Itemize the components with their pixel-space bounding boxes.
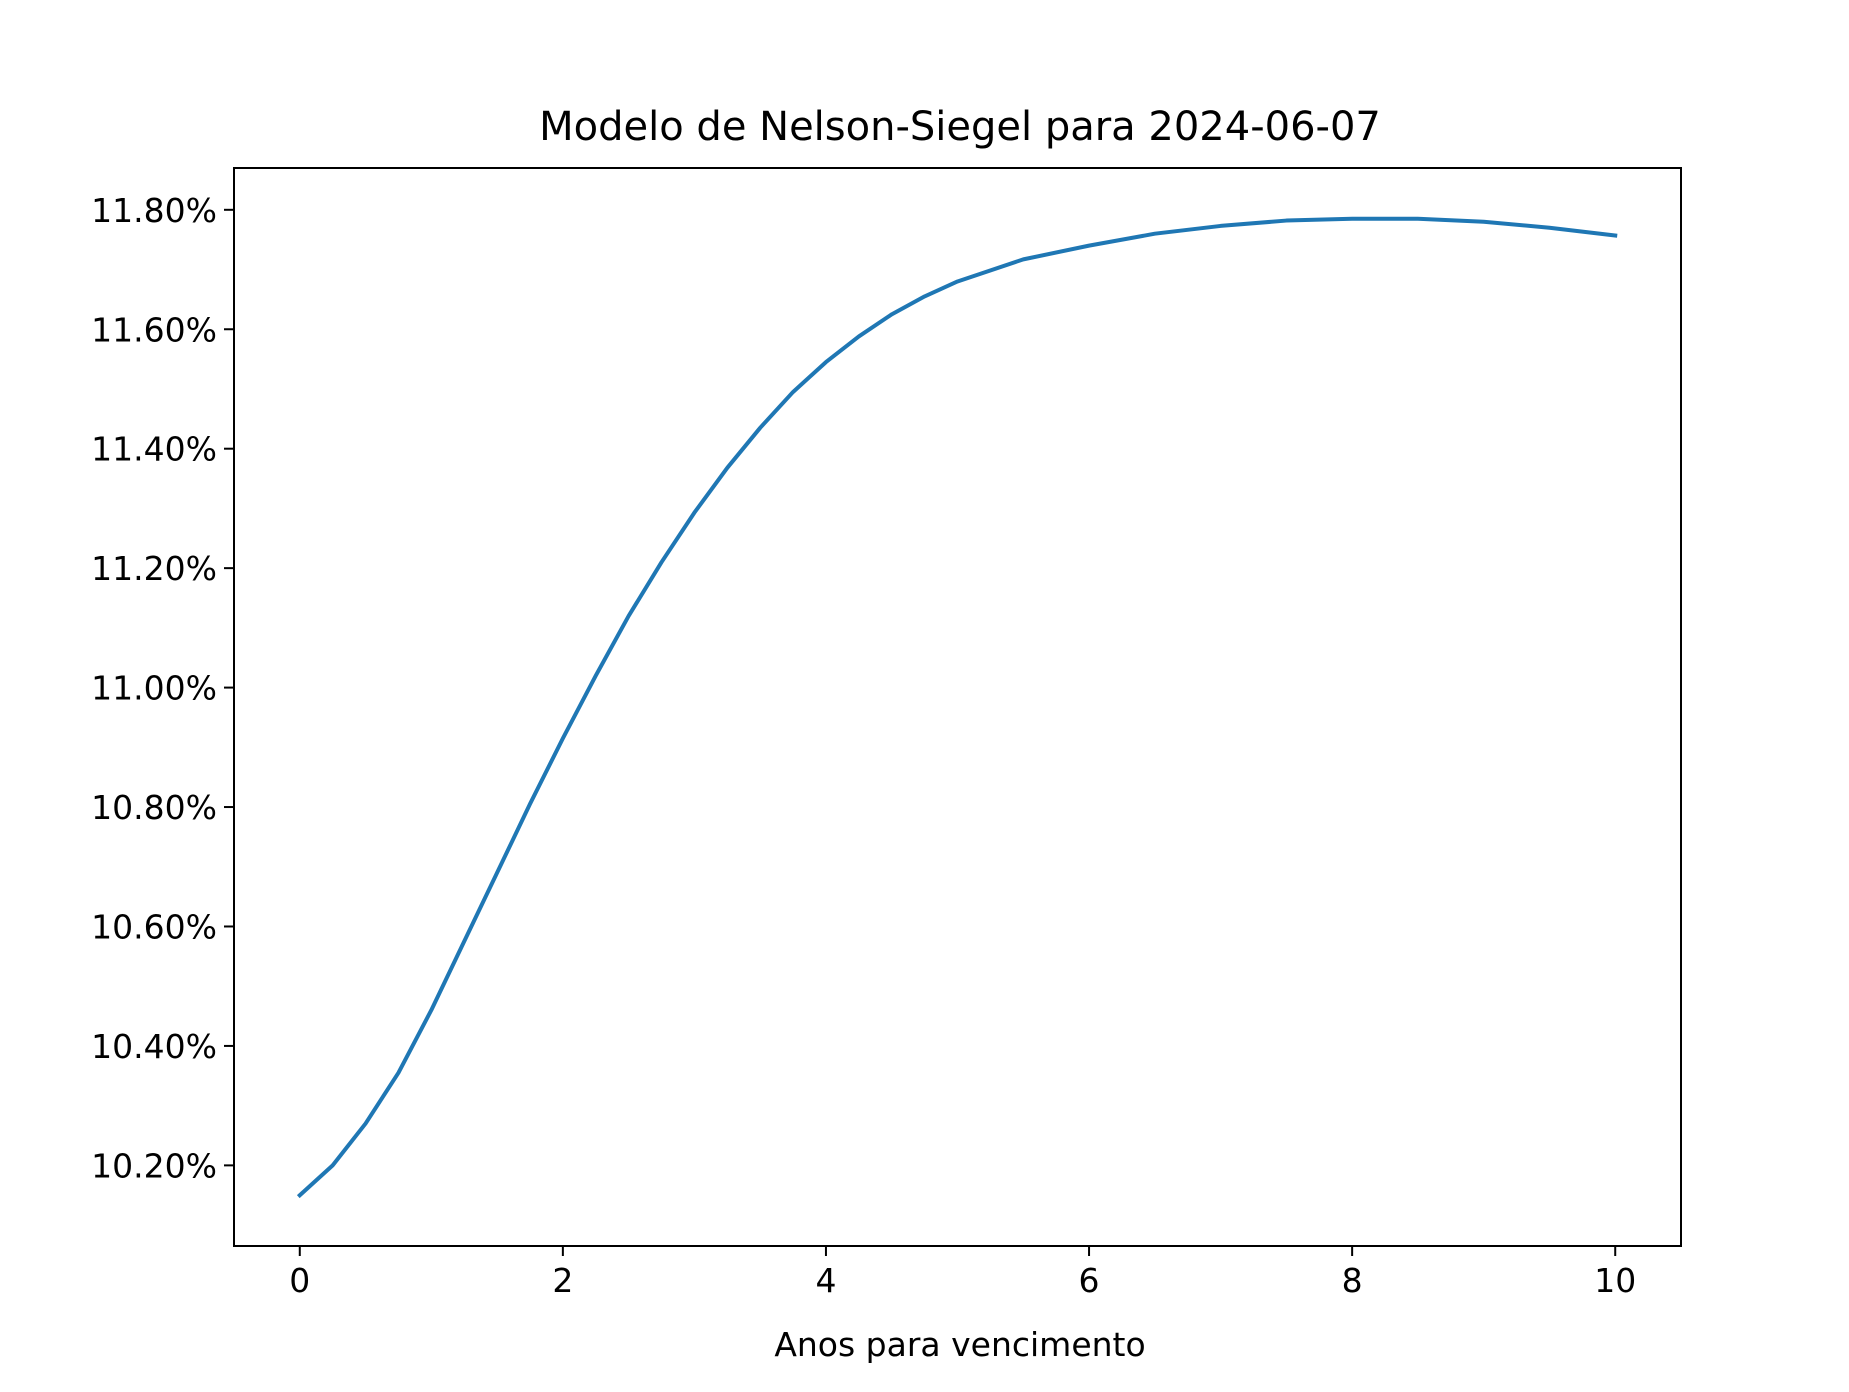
y-tick-label: 10.80% [91, 788, 217, 827]
y-tick-label: 10.20% [91, 1146, 217, 1185]
x-tick-label: 10 [1594, 1261, 1636, 1300]
y-tick-label: 11.00% [91, 669, 217, 708]
series-line-0 [296, 216, 1618, 1199]
y-tick-label: 10.40% [91, 1027, 217, 1066]
y-tick-label: 11.40% [91, 430, 217, 469]
plot-frame [233, 167, 1682, 1247]
x-tick-label: 4 [815, 1261, 836, 1300]
x-tick-label: 0 [289, 1261, 310, 1300]
x-tick-label: 8 [1342, 1261, 1363, 1300]
y-tick-label: 11.80% [91, 191, 217, 230]
plot-area: 0 2 4 6 8 10 10.20% 10.40% 10.60% 10.80% 11.00% 11.… [91, 167, 1682, 1300]
chart-title: Modelo de Nelson-Siegel para 2024-06-07 [539, 104, 1381, 150]
y-tick-label: 11.60% [91, 310, 217, 349]
y-tick-label: 10.60% [91, 907, 217, 946]
x-axis-label: Anos para vencimento [774, 1325, 1145, 1364]
y-tick-label: 11.20% [91, 549, 217, 588]
x-tick-label: 2 [552, 1261, 573, 1300]
x-tick-label: 6 [1079, 1261, 1100, 1300]
